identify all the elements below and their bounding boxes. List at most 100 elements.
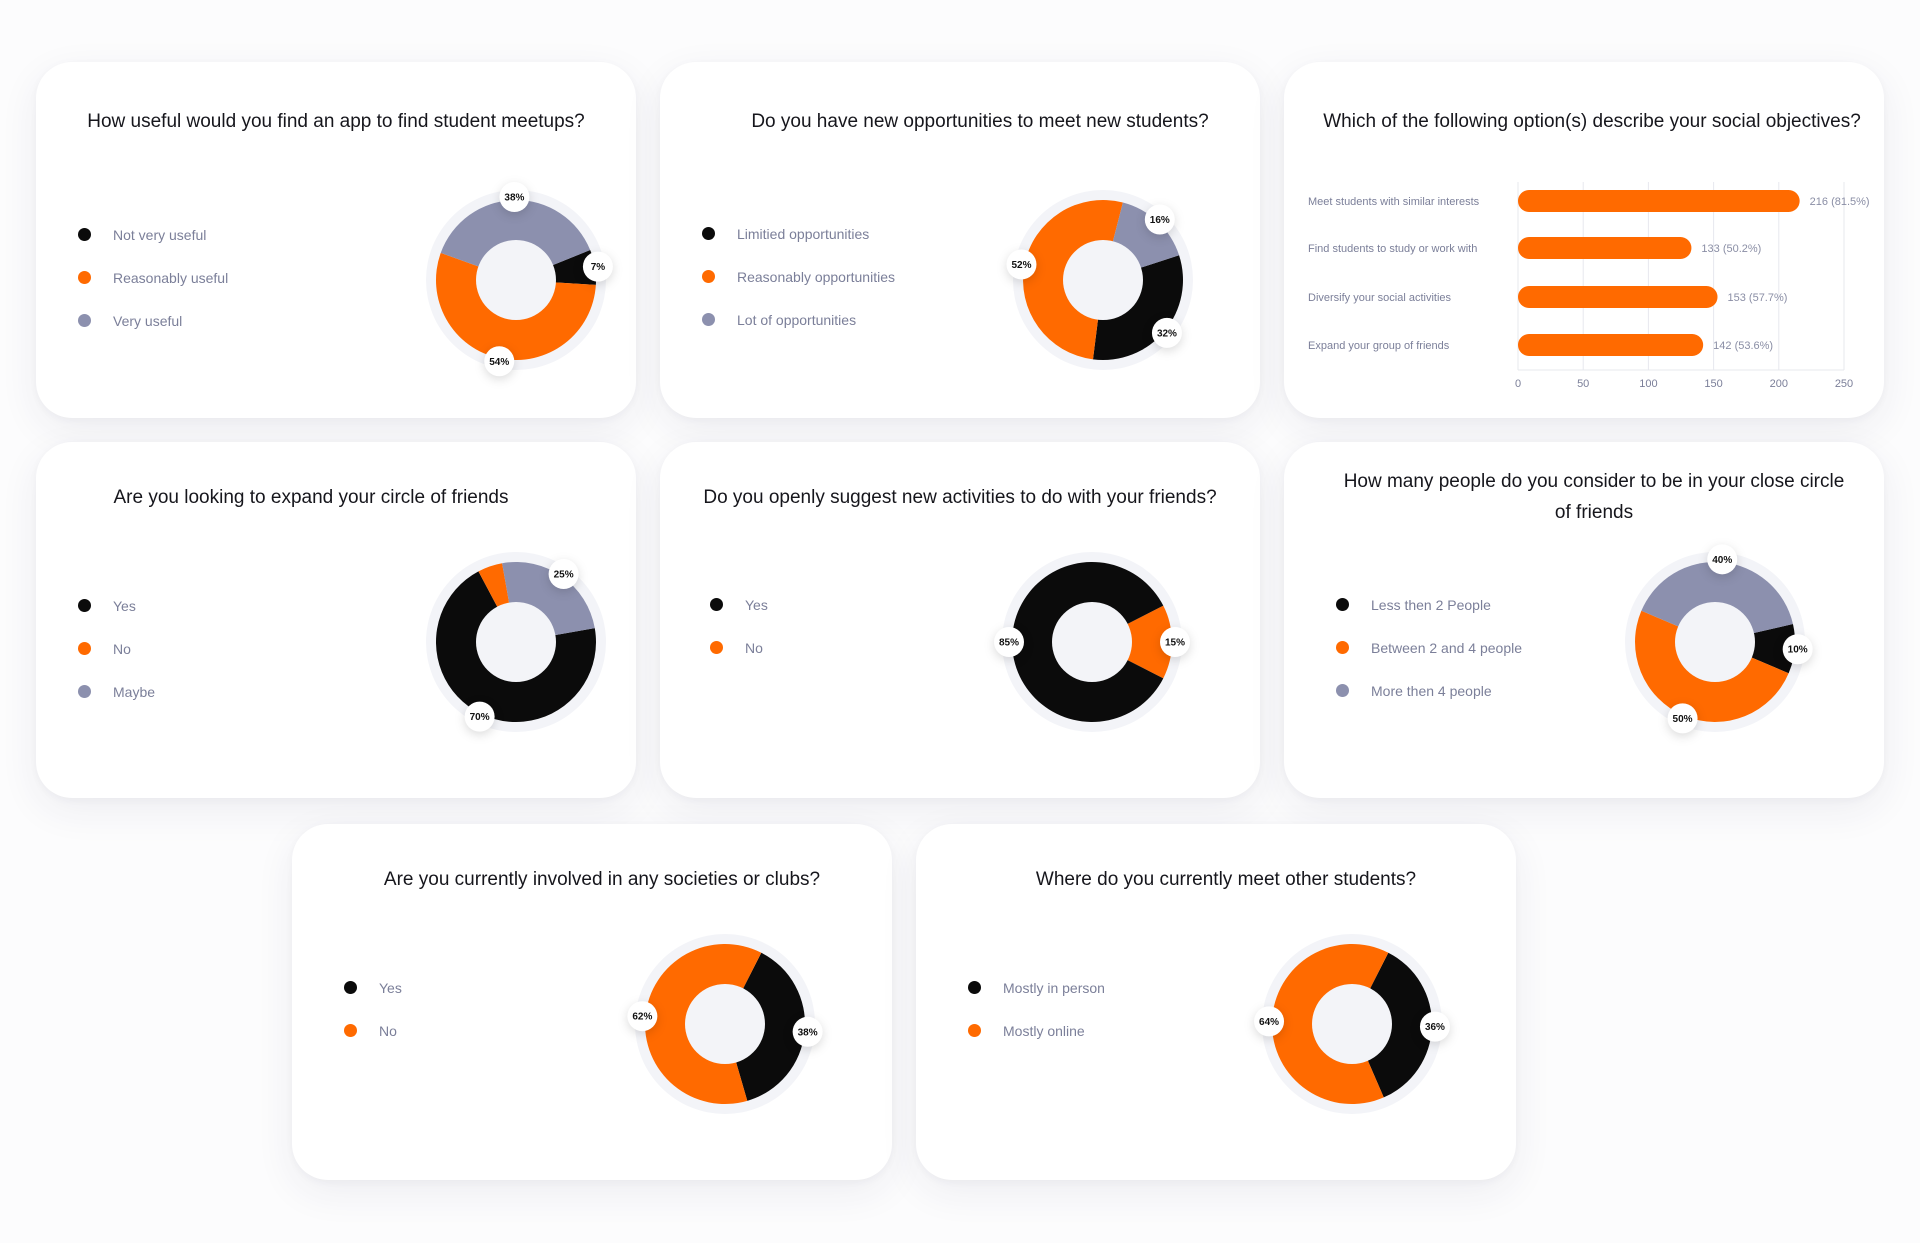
donut-hole bbox=[476, 240, 556, 320]
percent-label: 25% bbox=[554, 570, 574, 581]
bar-expand-your-group-of-friends bbox=[1518, 334, 1704, 356]
legend-item-mostly-in-person: Mostly in person bbox=[968, 966, 1105, 1009]
x-tick-label: 250 bbox=[1835, 378, 1853, 390]
survey-card-close-circle-size: How many people do you consider to be in… bbox=[1284, 442, 1884, 798]
legend-label: No bbox=[379, 1022, 397, 1039]
percent-badge-yes: 70% bbox=[464, 701, 495, 732]
percent-label: 50% bbox=[1673, 714, 1693, 725]
donut-hole bbox=[1675, 602, 1755, 682]
legend-swatch bbox=[78, 642, 91, 655]
card-title: Do you have new opportunities to meet ne… bbox=[751, 111, 1209, 132]
legend-item-yes: Yes bbox=[710, 583, 768, 626]
legend-item-lot-of-opportunities: Lot of opportunities bbox=[702, 298, 895, 341]
legend-label: No bbox=[745, 639, 763, 656]
percent-badge-lot-of-opportunities: 16% bbox=[1144, 204, 1175, 235]
legend-swatch bbox=[78, 685, 91, 698]
donut-chart: 15% 85% bbox=[994, 552, 1190, 732]
bar-find-students-to-study-or-work-with bbox=[1518, 237, 1692, 259]
survey-card-societies: Are you currently involved in any societ… bbox=[292, 824, 892, 1180]
legend-swatch bbox=[968, 1024, 981, 1037]
legend-item-yes: Yes bbox=[344, 966, 402, 1009]
survey-card-meet-location: Where do you currently meet other studen… bbox=[916, 824, 1516, 1180]
legend-label: Mostly online bbox=[1003, 1022, 1085, 1039]
card-title: How useful would you find an app to find… bbox=[87, 111, 585, 132]
percent-badge-more-then-4-people: 40% bbox=[1707, 544, 1738, 575]
percent-badge-not-very-useful: 7% bbox=[582, 251, 613, 282]
survey-card-social-objectives: Which of the following option(s) describ… bbox=[1284, 62, 1884, 418]
legend-label: Less then 2 People bbox=[1371, 596, 1491, 613]
legend-item-less-then-2-people: Less then 2 People bbox=[1336, 583, 1522, 626]
legend-label: Limitied opportunities bbox=[737, 225, 870, 242]
legend-item-maybe: Maybe bbox=[78, 670, 155, 713]
survey-card-expand-circle: Are you looking to expand your circle of… bbox=[36, 442, 636, 798]
survey-card-suggest-activities: Do you openly suggest new activities to … bbox=[660, 442, 1260, 798]
donut-chart: 70% 25% bbox=[426, 552, 606, 732]
x-tick-label: 50 bbox=[1577, 378, 1589, 390]
legend-label: Lot of opportunities bbox=[737, 311, 857, 328]
bar-category-label: Diversify your social activities bbox=[1308, 292, 1452, 304]
legend-swatch bbox=[710, 598, 723, 611]
percent-badge-reasonably-opportunities: 52% bbox=[1006, 249, 1037, 280]
percent-badge-yes: 85% bbox=[994, 627, 1024, 657]
x-tick-label: 100 bbox=[1639, 378, 1657, 390]
donut-slice-mostly-in-person bbox=[1352, 952, 1432, 1098]
legend-swatch bbox=[710, 641, 723, 654]
legend-item-mostly-online: Mostly online bbox=[968, 1009, 1105, 1052]
bar-value-label: 142 (53.6%) bbox=[1713, 340, 1773, 352]
donut-slice-more-then-4-people bbox=[1641, 561, 1793, 642]
bar-category-label: Find students to study or work with bbox=[1308, 243, 1477, 255]
donut-hole bbox=[1312, 984, 1392, 1064]
chart-legend: Yes No bbox=[710, 583, 768, 669]
donut-chart: 10% 50% 40% bbox=[1625, 544, 1813, 734]
legend-swatch bbox=[702, 313, 715, 326]
legend-swatch bbox=[344, 981, 357, 994]
x-tick-label: 0 bbox=[1515, 378, 1521, 390]
legend-item-reasonably-useful: Reasonably useful bbox=[78, 256, 228, 299]
chart-legend: Mostly in person Mostly online bbox=[968, 966, 1105, 1052]
card-title: Do you openly suggest new activities to … bbox=[703, 487, 1217, 508]
chart-legend: Limitied opportunities Reasonably opportu… bbox=[702, 212, 895, 341]
card-title: How many people do you consider to be in… bbox=[1343, 471, 1845, 523]
bar-value-label: 216 (81.5%) bbox=[1810, 196, 1870, 208]
percent-label: 64% bbox=[1259, 1017, 1279, 1028]
percent-badge-no: 15% bbox=[1160, 627, 1190, 657]
percent-badge-no: 62% bbox=[627, 1001, 658, 1032]
survey-card-opportunities: Do you have new opportunities to meet ne… bbox=[660, 62, 1260, 418]
legend-label: Mostly in person bbox=[1003, 979, 1105, 996]
x-tick-label: 200 bbox=[1770, 378, 1788, 390]
legend-label: Not very useful bbox=[113, 226, 207, 243]
donut-chart: 7% 54% 38% bbox=[426, 182, 613, 377]
donut-slice-less-then-2-people bbox=[1715, 624, 1796, 674]
legend-item-reasonably-opportunities: Reasonably opportunities bbox=[702, 255, 895, 298]
donut-hole bbox=[685, 984, 765, 1064]
percent-badge-yes: 38% bbox=[792, 1016, 823, 1047]
legend-item-not-very-useful: Not very useful bbox=[78, 213, 228, 256]
bar-category-label: Meet students with similar interests bbox=[1308, 196, 1480, 208]
donut-hole bbox=[476, 602, 556, 682]
donut-hole bbox=[1063, 240, 1143, 320]
bar-chart: 0 50 100 150 200 250 Meet students with simila… bbox=[1308, 182, 1870, 390]
legend-swatch bbox=[1336, 598, 1349, 611]
percent-label: 36% bbox=[1425, 1022, 1445, 1033]
legend-label: More then 4 people bbox=[1371, 682, 1492, 699]
percent-label: 70% bbox=[470, 712, 490, 723]
survey-card-app-usefulness: How useful would you find an app to find… bbox=[36, 62, 636, 418]
percent-label: 10% bbox=[1788, 645, 1808, 656]
percent-label: 16% bbox=[1150, 215, 1170, 226]
legend-label: Yes bbox=[113, 597, 136, 614]
legend-item-no: No bbox=[710, 626, 768, 669]
legend-item-between-2-and-4-people: Between 2 and 4 people bbox=[1336, 626, 1522, 669]
percent-label: 52% bbox=[1011, 260, 1031, 271]
legend-swatch bbox=[702, 270, 715, 283]
percent-label: 38% bbox=[504, 193, 524, 204]
percent-badge-less-then-2-people: 10% bbox=[1782, 634, 1813, 665]
legend-swatch bbox=[78, 228, 91, 241]
legend-item-no: No bbox=[344, 1009, 402, 1052]
donut-chart: 36% 64% bbox=[1254, 934, 1450, 1114]
percent-label: 15% bbox=[1165, 638, 1185, 649]
percent-badge-mostly-online: 64% bbox=[1254, 1006, 1285, 1037]
legend-swatch bbox=[1336, 641, 1349, 654]
chart-legend: Less then 2 People Between 2 and 4 people… bbox=[1336, 583, 1522, 712]
bar-diversify-your-social-activities bbox=[1518, 286, 1718, 308]
legend-label: Maybe bbox=[113, 683, 156, 700]
